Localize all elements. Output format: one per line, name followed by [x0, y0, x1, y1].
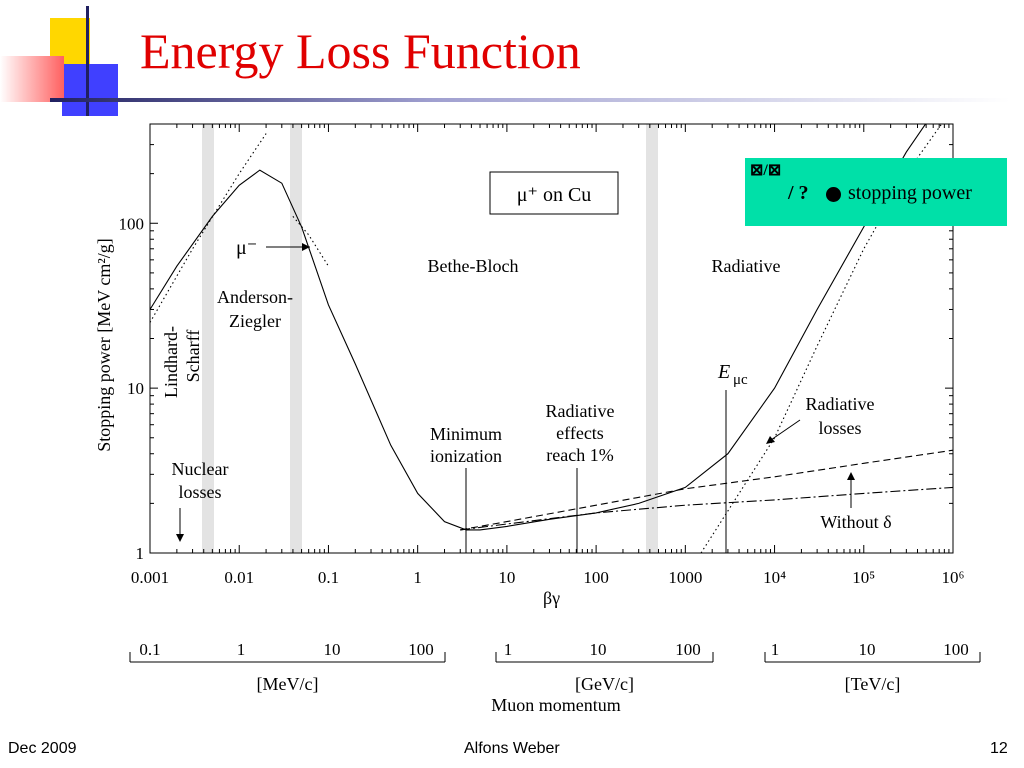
region-label-radiative: Radiative — [712, 256, 781, 276]
band-1 — [202, 124, 214, 553]
y-axis-label: Stopping power [MeV cm²/g] — [94, 238, 114, 452]
series-dashed-line-1 — [460, 449, 953, 531]
arrowhead-without-delta — [847, 472, 855, 480]
y-tick-label: 100 — [119, 214, 145, 233]
momentum-unit: [MeV/c] — [257, 674, 319, 694]
momentum-tick-label: 10 — [324, 640, 341, 659]
annotation-radiative-effects-2: effects — [556, 423, 604, 443]
momentum-tick-label: 100 — [675, 640, 701, 659]
region-label-ziegler: Ziegler — [229, 311, 281, 331]
band-2 — [290, 124, 302, 553]
label-box — [489, 171, 619, 215]
x-tick-label: 10⁶ — [942, 568, 965, 587]
x-tick-label: 0.001 — [131, 568, 169, 587]
momentum-tick-label: 10 — [590, 640, 607, 659]
annotation-mu-minus: μ⁻ — [236, 237, 257, 259]
annotation-radiative-losses-2: losses — [818, 418, 861, 438]
region-label-scharff: Scharff — [183, 330, 203, 383]
box-label: μ⁺ on Cu — [517, 184, 592, 206]
arrowhead-mu-minus — [302, 243, 310, 251]
y-tick-label: 10 — [127, 379, 144, 398]
footer-page-number: 12 — [990, 740, 1008, 757]
momentum-unit: [TeV/c] — [845, 674, 901, 694]
series-dash-dot-line-2 — [460, 486, 953, 531]
y-tick-label: 1 — [136, 544, 145, 563]
arrowhead-radiative-losses — [766, 436, 775, 444]
annotation-e-muc: E — [717, 361, 730, 383]
footer-author: Alfons Weber — [464, 740, 560, 757]
annotation-minimum: Minimum — [430, 424, 502, 444]
title-decoration-hline — [50, 98, 1010, 102]
x-tick-label: 10⁴ — [763, 568, 786, 587]
legend-slash: / ? — [788, 182, 809, 204]
annotation-nuclear: Nuclear — [172, 459, 229, 479]
momentum-tick-label: 10 — [859, 640, 876, 659]
annotation-ionization: ionization — [430, 446, 502, 466]
title-decoration-vline — [86, 6, 89, 116]
region-label-anderson: Anderson- — [217, 287, 293, 307]
momentum-tick-label: 100 — [408, 640, 434, 659]
arrow-radiative-losses — [767, 419, 801, 443]
momentum-unit: [GeV/c] — [575, 674, 634, 694]
annotation-e-muc-subscript: μc — [733, 372, 748, 388]
region-label-bethe-bloch: Bethe-Bloch — [428, 256, 519, 276]
legend-fraction: ⊠/⊠ — [750, 162, 782, 179]
momentum-tick-label: 1 — [771, 640, 780, 659]
momentum-axis-title: Muon momentum — [491, 695, 621, 715]
x-tick-label: 100 — [583, 568, 609, 587]
x-tick-label: 1000 — [668, 568, 702, 587]
x-tick-label: 10⁵ — [852, 568, 875, 587]
momentum-tick-label: 1 — [504, 640, 513, 659]
legend-label: stopping power — [848, 182, 972, 204]
annotation-without-delta: Without δ — [820, 512, 891, 532]
momentum-tick-label: 0.1 — [139, 640, 160, 659]
arrowhead-nuclear — [176, 534, 184, 542]
footer-date: Dec 2009 — [8, 740, 77, 757]
momentum-tick-label: 100 — [943, 640, 969, 659]
x-tick-label: 0.1 — [318, 568, 339, 587]
momentum-tick-label: 1 — [237, 640, 246, 659]
title-decoration-red — [0, 56, 64, 102]
annotation-radiative-effects-1: Radiative — [546, 401, 615, 421]
x-tick-label: 10 — [498, 568, 515, 587]
page-title: Energy Loss Function — [140, 23, 581, 79]
annotation-radiative-losses-1: Radiative — [806, 394, 875, 414]
annotation-radiative-effects-3: reach 1% — [546, 445, 613, 465]
x-tick-label: 1 — [413, 568, 422, 587]
x-axis-label: βγ — [543, 588, 560, 608]
region-label-lindhard: Lindhard- — [161, 326, 181, 398]
bullet-icon — [826, 187, 841, 202]
band-3 — [646, 124, 658, 553]
x-tick-label: 0.01 — [224, 568, 254, 587]
legend-box — [745, 158, 1007, 226]
annotation-nuclear-losses: losses — [178, 482, 221, 502]
title-decoration-blue — [62, 64, 118, 116]
